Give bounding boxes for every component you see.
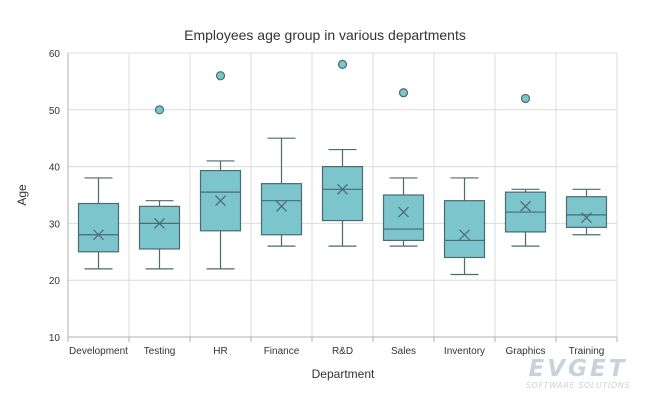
watermark-logo: EVGET SOFTWARE SOLUTIONS (512, 357, 644, 390)
mean-marker (398, 206, 409, 218)
iqr-box (443, 200, 486, 259)
mean-marker (581, 212, 592, 224)
x-tick-label: Sales (391, 346, 416, 357)
axes: 10 20 30 40 50 60 Development Testing HR Finance R… (49, 49, 618, 357)
y-axis-label: Age (15, 184, 29, 206)
box-sales (382, 88, 425, 247)
y-tick-label: 10 (49, 333, 61, 344)
box-inventory (443, 177, 486, 276)
x-tick-label: Inventory (444, 346, 485, 357)
iqr-box (565, 196, 608, 228)
x-tick-label: HR (213, 346, 227, 357)
outlier-point (520, 93, 531, 104)
iqr-box (260, 183, 303, 236)
iqr-box (77, 202, 120, 253)
y-tick-label: 30 (49, 219, 61, 230)
x-axis-label: Department (312, 367, 375, 381)
box-graphics (504, 93, 547, 247)
y-tick-label: 50 (49, 106, 61, 117)
chart-title: Employees age group in various departmen… (184, 27, 466, 43)
x-tick-label: Finance (264, 346, 300, 357)
watermark-main: EVGET (528, 356, 628, 382)
x-tick-label: Testing (144, 346, 176, 357)
mean-marker (215, 195, 226, 207)
box-hr (199, 71, 242, 270)
box-testing (138, 105, 181, 270)
iqr-box (382, 194, 425, 242)
mean-marker (520, 200, 531, 212)
watermark-sub: SOFTWARE SOLUTIONS (525, 381, 631, 390)
x-tick-label: Development (69, 346, 128, 357)
iqr-box (321, 166, 364, 222)
box-r-d (321, 59, 364, 247)
outlier-point (154, 105, 165, 115)
y-tick-label: 20 (49, 276, 61, 287)
mean-marker (93, 229, 104, 241)
box-finance (260, 137, 303, 247)
outlier-point (337, 59, 348, 69)
iqr-box (138, 205, 181, 250)
mean-marker (337, 183, 348, 195)
x-tick-label: R&D (332, 346, 353, 357)
mean-marker (459, 229, 470, 241)
y-tick-label: 60 (49, 49, 61, 60)
mean-marker (154, 217, 165, 229)
outlier-point (215, 71, 226, 81)
box-development (77, 177, 120, 270)
box-training (565, 188, 608, 236)
mean-marker (276, 200, 287, 212)
outlier-point (398, 88, 409, 98)
boxes (77, 59, 608, 276)
x-tick-label: Training (569, 346, 605, 357)
y-tick-label: 40 (49, 163, 61, 174)
x-tick-label: Graphics (505, 346, 545, 357)
